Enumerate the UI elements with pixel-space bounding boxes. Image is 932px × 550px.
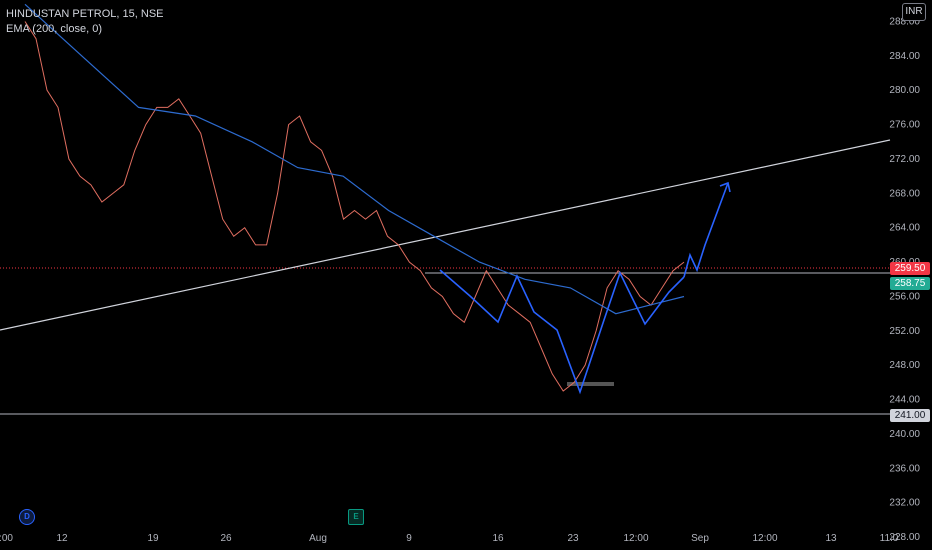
y-tick-label: 280.00 [889, 85, 920, 96]
ema-200-line [24, 3, 685, 315]
symbol-title: HINDUSTAN PETROL, 15, NSE [6, 8, 164, 20]
y-tick-label: 284.00 [889, 51, 920, 62]
y-tick-label: 288.00 [889, 16, 920, 27]
y-tick-label: 244.00 [889, 395, 920, 406]
earnings-event-icon[interactable]: E [348, 509, 364, 525]
x-tick-label: 19 [147, 533, 159, 544]
y-tick-label: 248.00 [889, 360, 920, 371]
pattern-zigzag[interactable] [439, 269, 685, 395]
x-tick-label: 26 [220, 533, 232, 544]
x-axis-ticks: :00 12 19 26 Aug 9 16 23 12:00 Sep 12:00 13 11:0 [0, 533, 899, 544]
x-tick-label: 23 [567, 533, 579, 544]
y-tick-label: 268.00 [889, 188, 920, 199]
x-tick-label: 12:00 [623, 533, 648, 544]
y-tick-label: 228.00 [889, 532, 920, 543]
level-price-tag: 241.00 [890, 409, 930, 422]
x-tick-label: :00 [0, 533, 13, 544]
projection-arrow[interactable] [683, 182, 729, 278]
ema-price-tag: 258.75 [890, 277, 930, 290]
chart-legend: HINDUSTAN PETROL, 15, NSE EMA (200, clos… [6, 7, 164, 37]
x-tick-label: 12:00 [752, 533, 777, 544]
x-tick-label: Sep [691, 533, 709, 544]
y-tick-label: 276.00 [889, 120, 920, 131]
trend-line[interactable] [0, 139, 891, 331]
last-price-tag: 259.50 [890, 262, 930, 275]
price-series [24, 21, 685, 392]
x-tick-label: 9 [406, 533, 412, 544]
dividend-event-icon[interactable]: D [19, 509, 35, 525]
y-tick-label: 252.00 [889, 326, 920, 337]
y-tick-label: 264.00 [889, 223, 920, 234]
y-tick-label: 272.00 [889, 154, 920, 165]
x-tick-label: 11:0 [880, 533, 899, 544]
currency-badge[interactable]: INR [902, 3, 926, 21]
x-tick-label: Aug [309, 533, 327, 544]
y-tick-label: 256.00 [889, 291, 920, 302]
low-zone-box[interactable] [567, 382, 614, 386]
y-tick-label: 232.00 [889, 498, 920, 509]
x-tick-label: 16 [492, 533, 504, 544]
y-tick-label: 240.00 [889, 429, 920, 440]
x-tick-label: 12 [56, 533, 68, 544]
x-tick-label: 13 [825, 533, 837, 544]
projection-arrow-head [719, 181, 731, 193]
indicator-title: EMA (200, close, 0) [6, 23, 102, 35]
y-tick-label: 236.00 [889, 463, 920, 474]
